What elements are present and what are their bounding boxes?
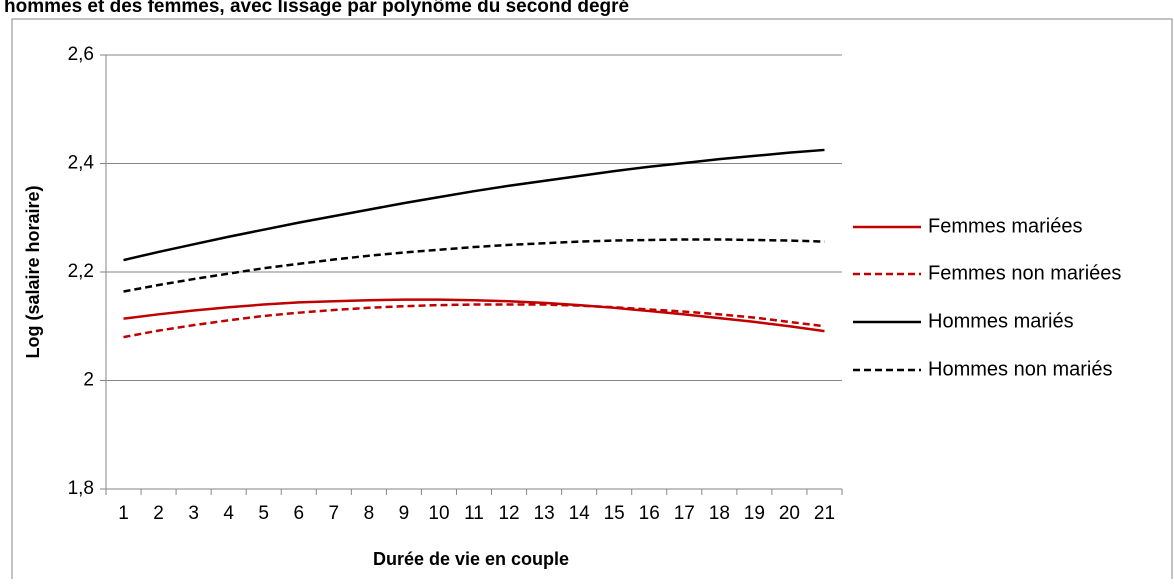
x-tick-label: 16	[639, 503, 660, 524]
x-tick-label: 11	[464, 503, 484, 524]
y-tick-label: 1,8	[68, 478, 94, 499]
series-line	[123, 238, 825, 293]
x-tick-label: 17	[674, 503, 695, 524]
x-tick-label: 10	[428, 503, 449, 524]
legend-label: Femmes mariées	[928, 215, 1082, 237]
series-layer	[123, 148, 825, 339]
x-tick-label: 7	[329, 503, 340, 524]
grid-layer	[106, 54, 842, 381]
x-tick-label: 13	[534, 503, 555, 524]
x-tick-label: 3	[188, 503, 199, 524]
x-tick-label: 5	[258, 503, 269, 524]
y-tick-label: 2,2	[68, 261, 94, 282]
chart-frame	[11, 18, 1173, 584]
x-axis-label: Durée de vie en couple	[373, 549, 569, 569]
legend: Femmes mariées Femmes non mariées Hommes m…	[853, 215, 1121, 380]
legend-label: Femmes non mariées	[928, 262, 1121, 284]
x-tick-label: 9	[399, 503, 410, 524]
y-tick-label: 2,6	[68, 44, 94, 65]
x-tick-label: 12	[498, 503, 519, 524]
axis-layer: 1,822,22,42,61 2 3 4 5 6 7 8 9 10 11 12 13 14 15 16 17 18…	[68, 44, 843, 524]
series-line	[123, 148, 825, 262]
x-tick-label: 2	[153, 503, 164, 524]
legend-label: Hommes non mariés	[928, 358, 1113, 380]
x-tick-label: 15	[604, 503, 625, 524]
x-tick-label: 4	[223, 503, 234, 524]
y-tick-label: 2	[83, 370, 94, 391]
series-line	[123, 298, 825, 333]
x-tick-label: 21	[814, 503, 835, 524]
series-line	[123, 303, 825, 339]
y-tick-label: 2,4	[68, 153, 95, 174]
x-tick-label: 6	[293, 503, 304, 524]
legend-label: Hommes mariés	[928, 310, 1074, 332]
x-tick-label: 8	[364, 503, 375, 524]
x-tick-label: 19	[744, 503, 765, 524]
x-tick-label: 1	[118, 503, 129, 524]
y-axis-label: Log (salaire horaire)	[23, 185, 43, 358]
chart-title: hommes et des femmes, avec lissage par p…	[4, 0, 629, 17]
x-tick-label: 20	[779, 503, 800, 524]
x-tick-label: 14	[569, 503, 591, 524]
x-tick-label: 18	[709, 503, 730, 524]
